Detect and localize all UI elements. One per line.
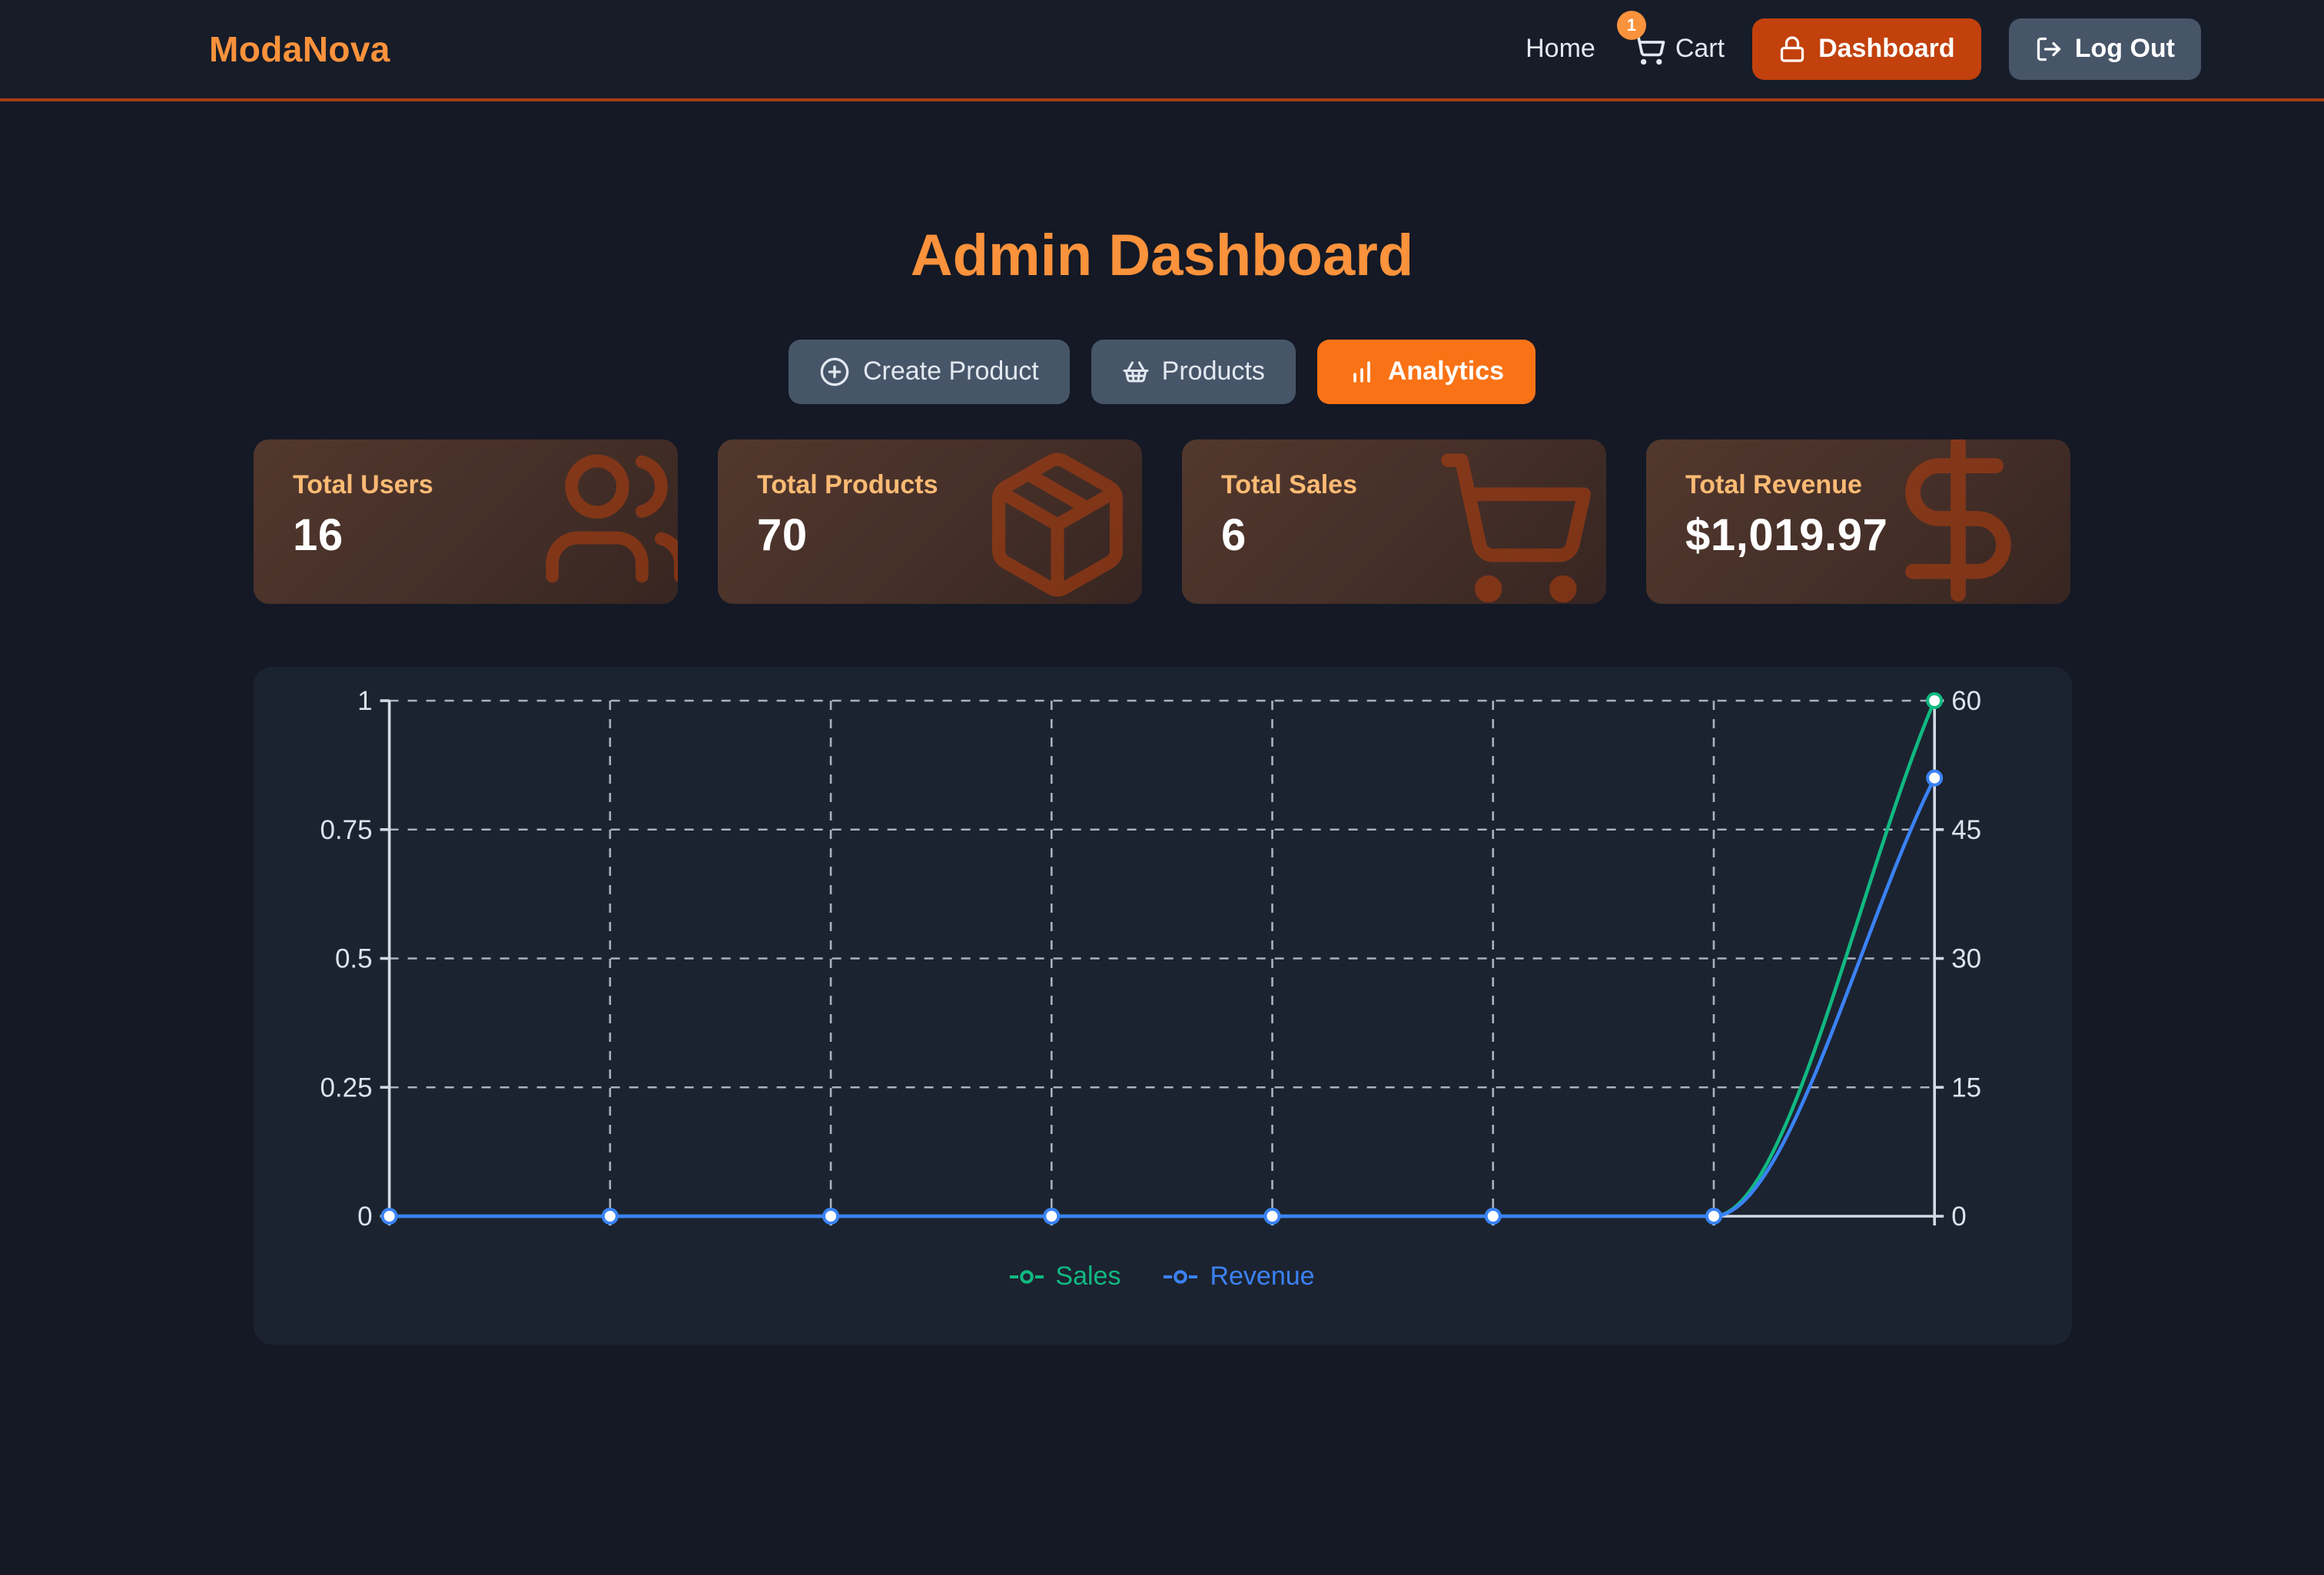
basket-icon [1122,358,1150,386]
sales-revenue-chart-panel: 0 0.25 0.5 0.75 1 0 15 30 45 60 Sales [253,667,2071,1345]
left-tick-label: 1 [357,686,371,716]
package-icon [978,446,1135,604]
stat-label: Total Revenue [1685,470,1862,499]
right-tick-label: 15 [1950,1073,1980,1102]
left-tick-label: 0 [357,1202,371,1232]
stat-value: 6 [1221,512,1247,561]
analytics-button[interactable]: Analytics [1316,340,1536,404]
nav-home-link[interactable]: Home [1526,34,1595,65]
revenue-data-point[interactable] [380,1208,397,1225]
action-buttons: Create Product Products Analytics [0,340,2324,404]
left-tick-label: 0.75 [319,815,371,845]
left-tick-label: 0.25 [319,1073,371,1102]
lock-icon [1778,35,1806,63]
brand-logo[interactable]: ModaNova [209,28,390,68]
sales-data-point[interactable] [1925,692,1943,709]
cart-icon [1433,446,1596,604]
revenue-line [387,776,1936,1219]
right-tick-label: 30 [1950,944,1980,974]
left-tick-label: 0.5 [334,944,372,974]
chart-legend: Sales Revenue [253,1262,2071,1292]
dashboard-button[interactable]: Dashboard [1752,18,1981,80]
logout-icon [2035,35,2063,63]
stat-value: 70 [757,512,808,561]
legend-label: Revenue [1210,1262,1315,1291]
stat-card-total-products: Total Products 70 [717,439,1141,604]
dashboard-label: Dashboard [1818,34,1955,63]
stat-card-total-revenue: Total Revenue $1,019.97 [1645,439,2070,604]
stat-value: $1,019.97 [1685,512,1888,561]
logout-label: Log Out [2074,34,2175,63]
shopping-cart-icon [1632,32,1666,66]
stat-value: 16 [293,512,344,561]
right-tick-label: 0 [1950,1202,1965,1232]
legend-item-revenue[interactable]: Revenue [1164,1262,1315,1292]
analytics-label: Analytics [1387,356,1505,386]
dollar-icon [1867,439,2048,604]
home-label: Home [1526,34,1595,63]
legend-label: Sales [1055,1262,1121,1291]
sales-revenue-line-chart: 0 0.25 0.5 0.75 1 0 15 30 45 60 [319,686,1980,1232]
cart-label: Cart [1675,34,1725,63]
stat-label: Total Products [757,470,938,499]
bar-chart-icon [1348,358,1376,386]
stat-card-total-users: Total Users 16 [253,439,677,604]
products-button[interactable]: Products [1091,340,1296,404]
users-icon [539,441,677,602]
revenue-data-point[interactable] [1483,1208,1501,1225]
revenue-data-point[interactable] [1704,1208,1721,1225]
top-nav: ModaNova Home 1 Cart [0,0,2324,101]
legend-item-sales[interactable]: Sales [1009,1262,1120,1292]
revenue-line-icon [1164,1268,1198,1286]
nav-right: Home 1 Cart Dashboard [1526,11,2201,80]
revenue-data-point[interactable] [1925,769,1943,787]
revenue-data-point[interactable] [1263,1208,1280,1225]
create-product-label: Create Product [862,356,1039,386]
revenue-data-point[interactable] [822,1208,839,1225]
circle-plus-icon [820,356,851,387]
revenue-data-point[interactable] [1042,1208,1060,1225]
right-tick-label: 45 [1950,815,1980,845]
nav-cart-link[interactable]: 1 Cart [1616,11,1725,66]
logout-button[interactable]: Log Out [2008,18,2201,80]
stat-label: Total Sales [1221,470,1357,499]
stat-card-total-sales: Total Sales 6 [1181,439,1605,604]
revenue-data-point[interactable] [600,1208,618,1225]
stat-label: Total Users [293,470,433,499]
right-tick-label: 60 [1950,686,1980,716]
products-label: Products [1161,356,1265,386]
cart-badge: 1 [1616,11,1646,40]
page-title: Admin Dashboard [910,224,1414,289]
stat-cards: Total Users 16 Total Products 70 [253,439,2071,604]
sales-line-icon [1009,1268,1044,1286]
create-product-button[interactable]: Create Product [788,340,1070,404]
